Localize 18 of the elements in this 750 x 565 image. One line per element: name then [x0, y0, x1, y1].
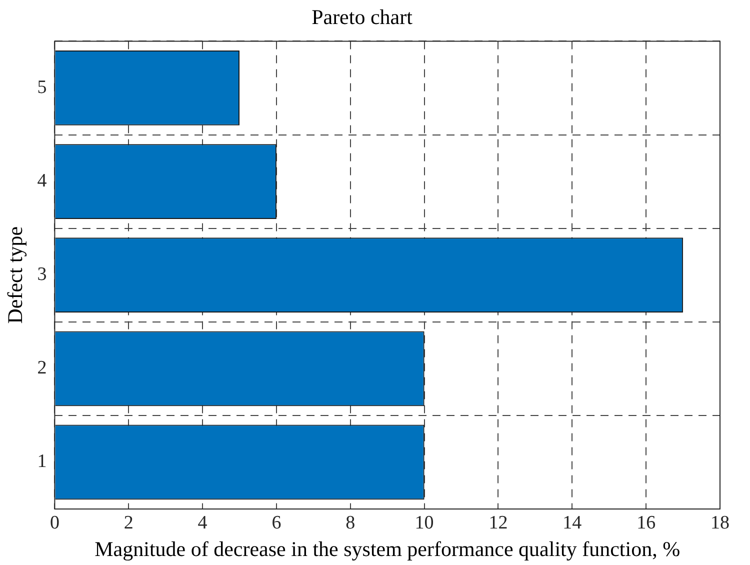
chart-title: Pareto chart — [312, 5, 413, 30]
x-tick-label: 6 — [272, 512, 282, 534]
x-tick-label: 18 — [710, 512, 730, 534]
y-tick-label: 2 — [37, 358, 47, 379]
x-tick-label: 8 — [346, 512, 356, 534]
y-tick-label: 5 — [37, 76, 47, 98]
x-tick-label: 14 — [562, 512, 582, 534]
x-axis-title: Magnitude of decrease in the system performance quality function, % — [94, 536, 680, 561]
x-tick-label: 12 — [488, 512, 508, 534]
y-axis-title: Defect type — [3, 226, 28, 324]
x-tick-label: 4 — [198, 512, 208, 534]
x-tick-label: 10 — [414, 512, 434, 534]
y-tick-label: 1 — [37, 451, 47, 472]
x-tick-label: 2 — [124, 512, 134, 534]
y-tick-label: 3 — [37, 264, 47, 286]
y-tick-label: 4 — [37, 170, 48, 192]
x-tick-label: 0 — [50, 512, 60, 534]
x-tick-label: 16 — [636, 512, 656, 534]
